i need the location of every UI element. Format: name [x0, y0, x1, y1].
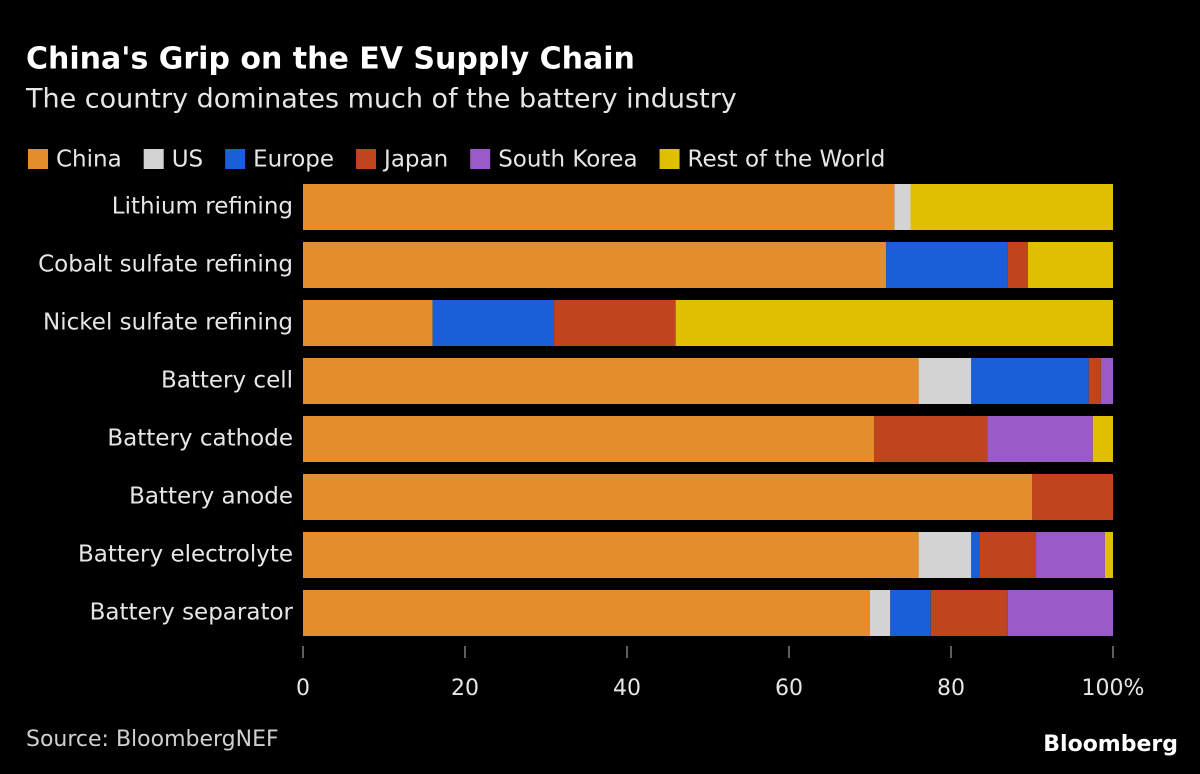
bar-segment: [303, 242, 887, 288]
bar-segment: [303, 474, 1032, 520]
bar-segment: [1027, 242, 1113, 288]
bar-segment: [1007, 590, 1113, 636]
bar-segment: [303, 184, 895, 230]
bar-segment: [303, 358, 919, 404]
x-tick-label: 60: [775, 676, 803, 701]
source: Source: BloombergNEF: [26, 727, 279, 752]
bar-segment: [303, 532, 919, 578]
x-tick-label: 20: [451, 676, 479, 701]
legend-label: China: [56, 147, 122, 173]
y-tick-label: Cobalt sulfate refining: [38, 252, 293, 278]
bar-segment: [890, 590, 931, 636]
bar-segment: [910, 184, 1113, 230]
bar-segment: [918, 532, 972, 578]
bar-segment: [971, 532, 980, 578]
legend-swatch: [659, 149, 680, 169]
bar-segment: [303, 416, 875, 462]
y-tick-label: Nickel sulfate refining: [43, 310, 293, 336]
x-tick-label: 40: [613, 676, 641, 701]
legend-swatch: [470, 149, 491, 169]
x-tick-label: 80: [937, 676, 965, 701]
y-tick-label: Battery cell: [161, 368, 293, 394]
bar-segment: [874, 416, 988, 462]
x-tick-label: 0: [296, 676, 310, 701]
chart-subtitle: The country dominates much of the batter…: [25, 84, 737, 115]
bar-segment: [971, 358, 1089, 404]
legend-label: South Korea: [498, 147, 637, 173]
chart-title: China's Grip on the EV Supply Chain: [26, 42, 635, 77]
logo: Bloomberg: [1043, 732, 1178, 757]
legend-label: Europe: [253, 147, 334, 173]
y-tick-label: Battery cathode: [107, 426, 293, 452]
y-tick-label: Lithium refining: [112, 194, 293, 220]
legend-label: Japan: [382, 147, 448, 173]
bar-segment: [987, 416, 1093, 462]
bar-segment: [1092, 416, 1113, 462]
bar-segment: [675, 300, 1113, 346]
bar-segment: [1100, 358, 1113, 404]
bar-segment: [886, 242, 1008, 288]
bar-segment: [918, 358, 972, 404]
bar-segment: [303, 590, 870, 636]
bar-segment: [870, 590, 891, 636]
y-tick-label: Battery separator: [90, 600, 294, 626]
legend-label: US: [172, 147, 203, 173]
bar-segment: [554, 300, 676, 346]
bar-segment: [979, 532, 1037, 578]
x-tick-label: 100%: [1082, 676, 1145, 701]
bar-segment: [1007, 242, 1028, 288]
bar-segment: [894, 184, 911, 230]
y-tick-label: Battery electrolyte: [78, 542, 293, 568]
bar-segment: [930, 590, 1008, 636]
legend-swatch: [356, 149, 377, 169]
bar-segment: [432, 300, 555, 346]
legend: China US Europe Japan South Korea Rest of the…: [28, 147, 885, 173]
bar-segment: [1088, 358, 1101, 404]
bar-segment: [1104, 532, 1113, 578]
bar-segment: [303, 300, 433, 346]
bar-segment: [1032, 474, 1113, 520]
bar-segment: [1036, 532, 1105, 578]
legend-swatch: [225, 149, 246, 169]
legend-swatch: [28, 149, 48, 169]
legend-swatch: [143, 149, 164, 169]
legend-label: Rest of the World: [688, 147, 886, 173]
y-tick-label: Battery anode: [129, 484, 293, 510]
